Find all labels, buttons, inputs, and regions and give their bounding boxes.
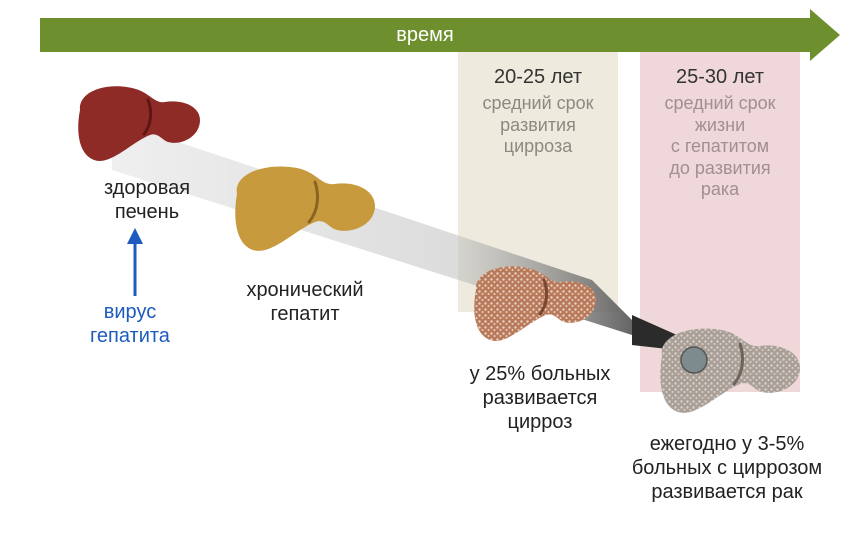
label-healthy: здоровая печень [82, 176, 212, 224]
liver-chronic [225, 160, 385, 260]
cirrhosis-years: 20-25 лет [468, 66, 608, 89]
label-chronic: хронический гепатит [220, 278, 390, 326]
virus-label: вирус гепатита [70, 300, 190, 348]
virus-arrow-icon [120, 228, 150, 298]
label-healthy-l1: здоровая [104, 177, 190, 199]
timeline-bar: время [40, 18, 810, 52]
liver-cancer [650, 322, 810, 422]
label-cirr-l3: цирроз [508, 411, 573, 433]
timeline-label: время [396, 24, 453, 47]
timeline-arrowhead [810, 9, 840, 61]
label-can-l2: больных с циррозом [632, 457, 822, 479]
label-can-l1: ежегодно у 3-5% [650, 433, 805, 455]
cancer-years: 25-30 лет [650, 66, 790, 89]
label-cancer: ежегодно у 3-5% больных с циррозом разви… [612, 432, 842, 504]
virus-label-l1: вирус [104, 301, 156, 323]
timeline-arrow: время [40, 18, 840, 52]
label-can-l3: развивается рак [651, 481, 802, 503]
label-chronic-l1: хронический [246, 279, 363, 301]
label-cirrhosis: у 25% больных развивается цирроз [450, 362, 630, 434]
label-chronic-l2: гепатит [271, 303, 340, 325]
label-healthy-l2: печень [115, 201, 179, 223]
liver-healthy [70, 80, 210, 170]
label-cirr-l2: развивается [483, 387, 598, 409]
label-cirr-l1: у 25% больных [470, 363, 611, 385]
virus-label-l2: гепатита [90, 325, 170, 347]
liver-cirrhosis [466, 260, 606, 350]
